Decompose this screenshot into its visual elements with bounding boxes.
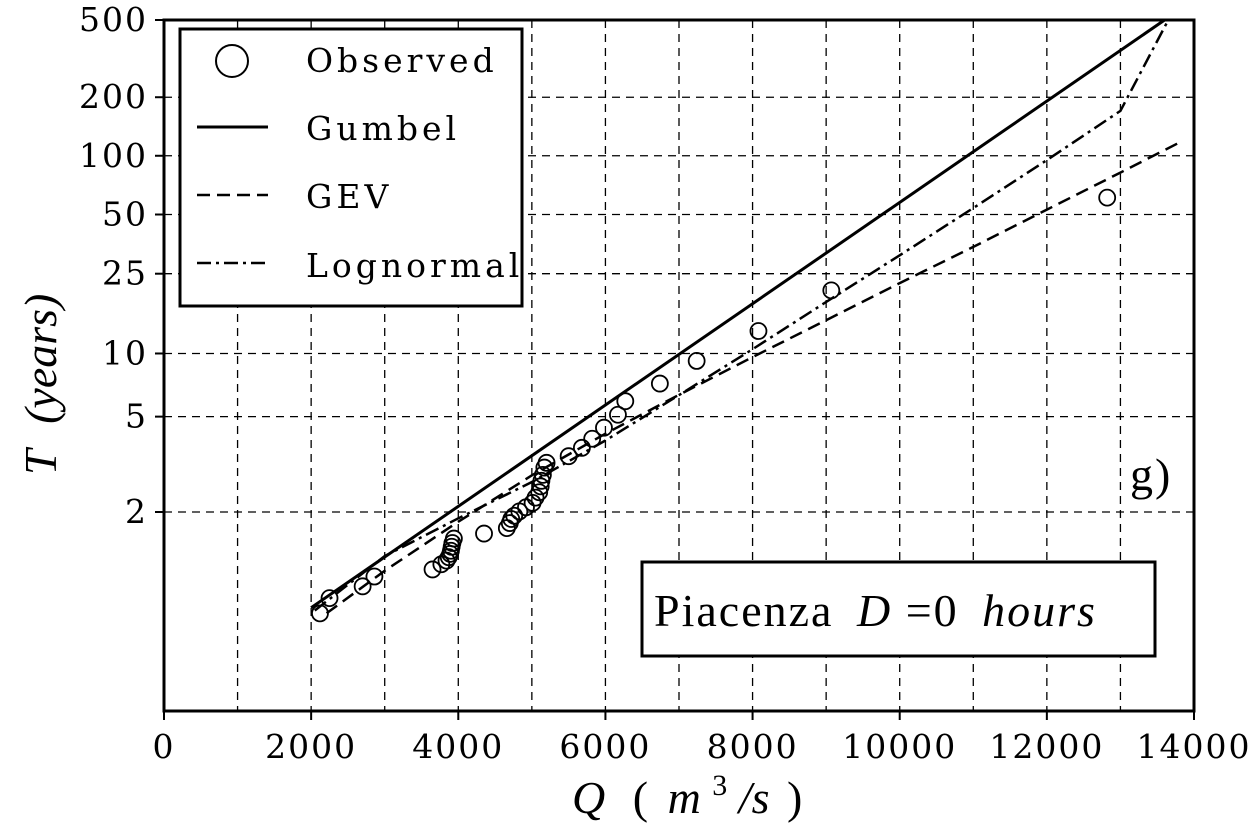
x-axis-label: Q ( m 3 /s ) <box>572 754 802 823</box>
y-tick-label: 10 <box>102 333 148 372</box>
plot-frame <box>162 18 1196 713</box>
legend-observed-marker <box>215 44 249 78</box>
observed-point <box>423 560 442 579</box>
x-tick-label: 6000 <box>559 727 651 766</box>
observed-point <box>749 322 768 340</box>
observed-point <box>505 506 524 525</box>
y-tick-label: 500 <box>79 0 148 39</box>
series-layer <box>310 18 1182 623</box>
observed-point <box>365 567 384 586</box>
observed-point <box>444 529 463 548</box>
x-tick-label: 0 <box>153 727 176 766</box>
lognormal-line <box>314 19 1170 612</box>
y-tick-label: 5 <box>125 397 148 436</box>
x-axis-unit-base: m <box>668 772 701 823</box>
legend-label-lognormal: Lognormal <box>306 246 523 285</box>
station-annotation: Piacenza D =0 hours <box>640 560 1157 658</box>
x-tick-label: 10000 <box>842 727 957 766</box>
x-axis-unit-sup: 3 <box>712 769 727 802</box>
y-tick-label: 25 <box>102 254 148 293</box>
y-tick-label: 50 <box>102 195 148 234</box>
legend: Observed Gumbel GEV Lognormal <box>178 27 524 308</box>
legend-label-gev: GEV <box>306 177 392 216</box>
observed-point <box>475 524 493 543</box>
y-tick-label: 200 <box>79 77 148 116</box>
observed-point <box>650 374 669 393</box>
observed-point <box>1098 188 1117 207</box>
y-axis-unit: (years) <box>15 294 66 424</box>
observed-point <box>572 438 591 457</box>
station-duration-eq: =0 <box>906 585 959 636</box>
observed-point <box>537 453 556 472</box>
y-ticks <box>155 19 164 513</box>
observed-point <box>353 577 372 596</box>
observed-point <box>526 488 545 507</box>
x-tick-label: 14000 <box>1137 727 1252 766</box>
station-duration-unit: hours <box>982 585 1097 636</box>
station-annotation-box <box>640 560 1157 658</box>
x-tick-label: 4000 <box>412 727 504 766</box>
y-axis-var: T <box>15 446 66 475</box>
x-axis-close-paren: ) <box>787 772 802 823</box>
x-ticks <box>163 711 1195 720</box>
observed-point <box>609 405 627 424</box>
gumbel-line <box>310 18 1166 609</box>
observed-point <box>616 392 635 411</box>
station-duration-var: D <box>856 585 892 636</box>
gev-line <box>325 140 1182 615</box>
legend-label-gumbel: Gumbel <box>306 109 460 148</box>
legend-label-observed: Observed <box>306 41 498 80</box>
x-tick-labels: 0 2000 4000 6000 8000 10000 12000 14000 <box>153 727 1252 766</box>
x-tick-label: 12000 <box>989 727 1104 766</box>
x-axis-var: Q <box>572 772 605 823</box>
station-annotation-text: Piacenza D =0 hours <box>654 585 1097 636</box>
observed-point <box>583 429 602 448</box>
observed-point <box>687 352 706 370</box>
x-axis-unit-rest: /s <box>736 772 770 823</box>
x-axis-open-paren: ( <box>633 772 648 823</box>
observed-point <box>320 589 339 608</box>
legend-box <box>178 27 524 308</box>
x-tick-label: 8000 <box>707 727 799 766</box>
x-tick-label: 2000 <box>265 727 357 766</box>
y-tick-label: 2 <box>125 492 148 531</box>
panel-label: g) <box>1130 449 1172 500</box>
station-name: Piacenza <box>654 585 833 636</box>
y-tick-label: 100 <box>79 136 148 175</box>
y-axis-label: T (years) <box>15 294 66 475</box>
